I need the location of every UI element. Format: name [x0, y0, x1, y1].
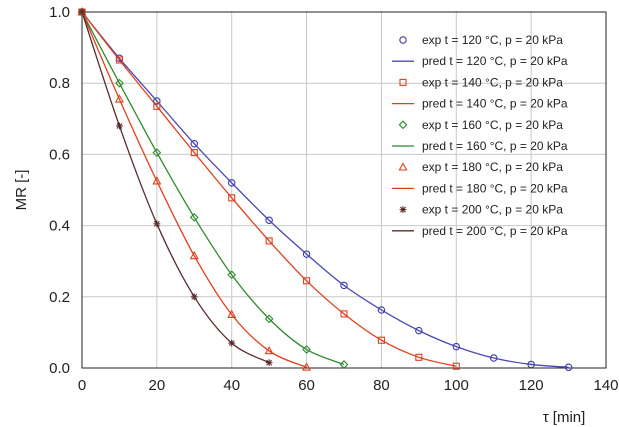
x-tick-label: 0	[78, 377, 86, 394]
legend-marker-swatch	[400, 206, 407, 213]
x-tick-label: 60	[298, 377, 315, 394]
legend: exp t = 120 °C, p = 20 kPa pred t = 120 °…	[392, 33, 568, 238]
x-tick-label: 100	[444, 377, 469, 394]
series-line-3	[82, 12, 456, 366]
x-tick-label: 40	[223, 377, 240, 394]
x-tick-label: 20	[149, 377, 166, 394]
y-tick-label: 1.0	[49, 4, 70, 21]
y-tick-label: 0.2	[49, 289, 70, 306]
legend-marker-swatch	[400, 79, 406, 85]
x-tick-label: 120	[519, 377, 544, 394]
data-point-asterisk	[228, 340, 235, 347]
legend-entry-label: exp t = 180 °C, p = 20 kPa	[422, 160, 563, 174]
y-tick-label: 0.0	[49, 360, 70, 377]
x-tick-label: 140	[593, 377, 618, 394]
legend-marker-swatch	[399, 121, 406, 128]
legend-marker-swatch	[399, 163, 406, 170]
x-tick-label: 80	[373, 377, 390, 394]
y-tick-label: 0.8	[49, 75, 70, 92]
legend-entry-label: exp t = 120 °C, p = 20 kPa	[422, 33, 563, 47]
legend-entry-label: exp t = 200 °C, p = 20 kPa	[422, 203, 563, 217]
y-tick-label: 0.6	[49, 146, 70, 163]
legend-marker-swatch	[400, 37, 406, 43]
legend-entry-label: exp t = 140 °C, p = 20 kPa	[422, 75, 563, 89]
y-tick-label: 0.4	[49, 218, 70, 235]
data-point-asterisk	[79, 9, 86, 16]
y-axis-ticks: 0.0 0.2 0.4 0.6 0.8 1.0	[49, 4, 70, 377]
data-point-asterisk	[116, 123, 123, 130]
legend-entry-label: exp t = 160 °C, p = 20 kPa	[422, 118, 563, 132]
series-line-5	[82, 12, 344, 364]
legend-entry-label: pred t = 200 °C, p = 20 kPa	[422, 224, 568, 238]
legend-entry-label: pred t = 180 °C, p = 20 kPa	[422, 181, 568, 195]
x-axis-title: τ [min]	[543, 409, 586, 426]
data-point-asterisk	[153, 220, 160, 227]
series-line-7	[82, 12, 307, 367]
y-axis-title: MR [-]	[13, 170, 30, 211]
x-axis-ticks: 0 20 40 60 80 100 120 140	[78, 377, 619, 394]
legend-entry-label: pred t = 160 °C, p = 20 kPa	[422, 139, 568, 153]
legend-entry-label: pred t = 140 °C, p = 20 kPa	[422, 97, 568, 111]
data-point-asterisk	[191, 293, 198, 300]
legend-entry-label: pred t = 120 °C, p = 20 kPa	[422, 54, 568, 68]
data-point-asterisk	[266, 359, 273, 366]
